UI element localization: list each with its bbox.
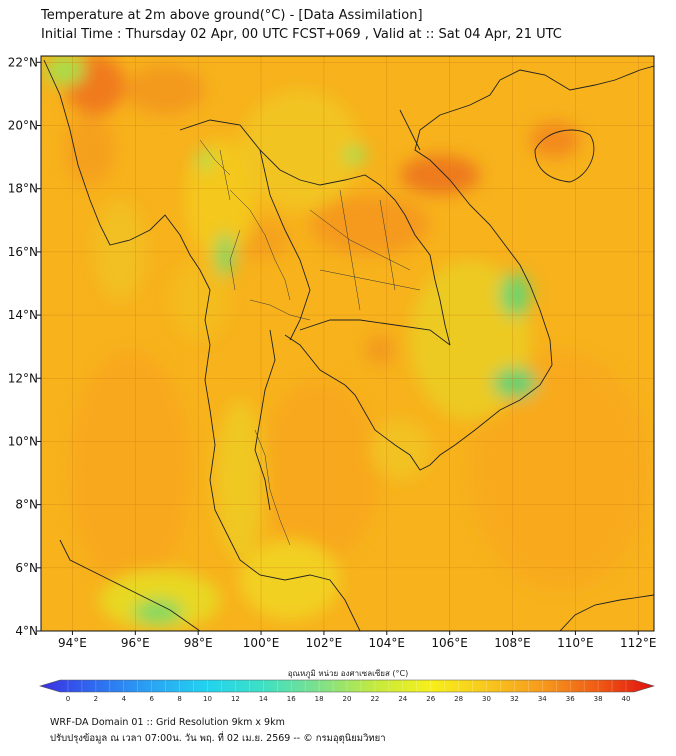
colorbar-tick-label: 34 xyxy=(538,695,547,703)
colorbar-tick-label: 16 xyxy=(287,695,296,703)
colorbar-tick-label: 4 xyxy=(122,695,127,703)
x-tick-label: 108°E xyxy=(494,636,531,650)
x-tick-label: 96°E xyxy=(121,636,150,650)
x-tick-label: 110°E xyxy=(557,636,594,650)
footer-model-info: WRF-DA Domain 01 :: Grid Resolution 9km … xyxy=(50,717,285,728)
colorbar-label: อุณหภูมิ หน่วย องศาเซลเซียส (°C) xyxy=(288,669,409,679)
colorbar-tick-label: 26 xyxy=(426,695,435,703)
y-tick-label: 16°N xyxy=(8,245,38,259)
colorbar-tick-label: 10 xyxy=(203,695,212,703)
x-tick-label: 100°E xyxy=(243,636,280,650)
temperature-field-shading xyxy=(45,56,650,630)
y-tick-label: 18°N xyxy=(8,182,38,196)
colorbar xyxy=(38,679,656,693)
footer-update-info: ปรับปรุงข้อมูล ณ เวลา 07:00น. วัน พฤ. ที… xyxy=(50,733,386,744)
map-subtitle: Initial Time : Thursday 02 Apr, 00 UTC F… xyxy=(41,27,562,42)
colorbar-tick-label: 18 xyxy=(315,695,324,703)
x-tick-label: 106°E xyxy=(431,636,468,650)
colorbar-ticks: 0 2 4 6 8 10 12 14 16 18 20 22 24 26 28 30 32 34 36 38 40 xyxy=(66,680,631,703)
colorbar-tick-label: 0 xyxy=(66,695,70,703)
colorbar-tick-label: 6 xyxy=(149,695,154,703)
longitude-axis: 94°E 96°E 98°E 100°E 102°E 104°E 106°E 108°E 110… xyxy=(58,631,657,650)
colorbar-tick-label: 20 xyxy=(343,695,352,703)
y-tick-label: 12°N xyxy=(8,371,38,385)
colorbar-tick-label: 2 xyxy=(94,695,98,703)
colorbar-tick-label: 24 xyxy=(398,695,407,703)
map-title: Temperature at 2m above ground(°C) - [Da… xyxy=(41,8,423,23)
map-grid xyxy=(41,56,654,631)
colorbar-tick-label: 32 xyxy=(510,695,519,703)
province-borders xyxy=(199,139,421,546)
colorbar-tick-label: 40 xyxy=(622,695,631,703)
y-tick-label: 10°N xyxy=(8,434,38,448)
colorbar-tick-label: 12 xyxy=(231,695,240,703)
latitude-axis: 4°N 6°N 8°N 10°N 12°N 14°N 16°N 18°N 20°N 22°N xyxy=(8,55,41,638)
y-tick-label: 8°N xyxy=(15,498,38,512)
colorbar-tick-label: 22 xyxy=(370,695,379,703)
colorbar-tick-label: 38 xyxy=(594,695,603,703)
x-tick-label: 112°E xyxy=(620,636,657,650)
x-tick-label: 104°E xyxy=(369,636,406,650)
colorbar-tick-label: 28 xyxy=(454,695,463,703)
coastline-borders xyxy=(43,59,654,631)
colorbar-tick-label: 36 xyxy=(566,695,575,703)
map-frame xyxy=(40,55,655,632)
x-tick-label: 102°E xyxy=(306,636,343,650)
colorbar-tick-label: 8 xyxy=(177,695,181,703)
colorbar-tick-label: 14 xyxy=(259,695,268,703)
y-tick-label: 6°N xyxy=(15,561,38,575)
y-tick-label: 22°N xyxy=(8,55,38,69)
y-tick-label: 20°N xyxy=(8,119,38,133)
y-tick-label: 4°N xyxy=(15,624,38,638)
map-plot-area xyxy=(41,56,654,631)
x-tick-label: 94°E xyxy=(58,636,87,650)
x-tick-label: 98°E xyxy=(184,636,213,650)
y-tick-label: 14°N xyxy=(8,308,38,322)
colorbar-tick-label: 30 xyxy=(482,695,491,703)
